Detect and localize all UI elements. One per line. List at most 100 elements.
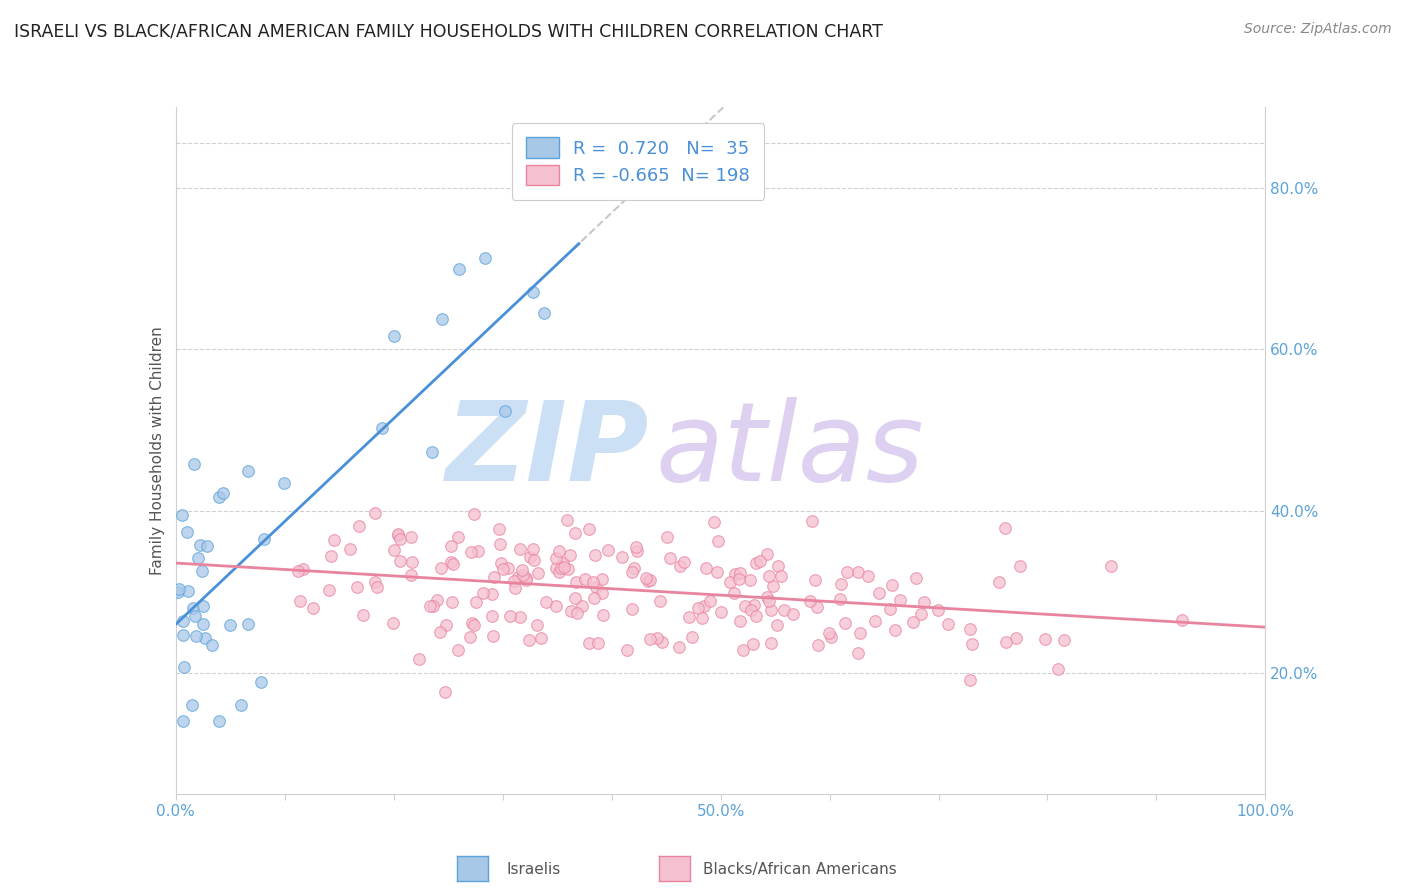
Point xyxy=(429,561,451,575)
Point xyxy=(734,599,756,614)
Text: atlas: atlas xyxy=(655,397,924,504)
Point xyxy=(731,642,754,657)
Point xyxy=(458,630,481,644)
Point xyxy=(703,515,725,529)
Y-axis label: Family Households with Children: Family Households with Children xyxy=(149,326,165,574)
Point xyxy=(564,575,586,590)
Point xyxy=(693,599,716,613)
Point xyxy=(193,599,215,613)
Point xyxy=(817,626,839,640)
Point xyxy=(806,599,828,614)
Point xyxy=(422,445,444,459)
Point xyxy=(231,698,253,712)
Point xyxy=(419,599,441,613)
Point xyxy=(546,551,568,566)
Point xyxy=(773,603,796,617)
Point xyxy=(184,629,207,643)
Point xyxy=(439,539,461,553)
Point xyxy=(564,591,586,605)
Point xyxy=(291,562,314,576)
Point xyxy=(519,549,541,564)
Point xyxy=(208,490,231,504)
Point xyxy=(583,591,606,606)
Point xyxy=(506,570,529,584)
Point xyxy=(592,607,614,622)
Point xyxy=(546,561,568,575)
Point xyxy=(191,617,214,632)
Point xyxy=(768,558,790,573)
Point xyxy=(346,580,368,594)
Point xyxy=(472,586,495,600)
Point xyxy=(863,615,886,629)
Point xyxy=(1010,558,1032,573)
Point xyxy=(804,573,827,587)
Point xyxy=(422,599,444,614)
Point xyxy=(347,519,370,533)
Point xyxy=(176,524,198,539)
Point xyxy=(510,563,533,577)
Point xyxy=(723,586,745,600)
Point xyxy=(800,514,823,528)
Point xyxy=(849,626,872,640)
Point xyxy=(856,569,879,583)
Point xyxy=(868,586,890,600)
Point xyxy=(762,579,785,593)
Point xyxy=(190,564,212,578)
Point xyxy=(515,571,537,585)
Point xyxy=(218,617,240,632)
Point xyxy=(523,553,546,567)
Point xyxy=(638,573,661,587)
Point xyxy=(169,582,191,596)
Point xyxy=(959,673,981,687)
Point xyxy=(637,574,659,588)
Point xyxy=(690,611,713,625)
Point xyxy=(173,660,195,674)
Point xyxy=(759,636,782,650)
Point xyxy=(728,572,751,586)
Point xyxy=(530,631,553,645)
Point xyxy=(481,629,503,643)
Point xyxy=(557,562,579,576)
Point xyxy=(761,603,783,617)
Point xyxy=(884,623,907,637)
Point xyxy=(668,640,690,654)
Point xyxy=(960,637,983,651)
Point xyxy=(287,564,309,578)
Point xyxy=(756,547,779,561)
Point xyxy=(432,312,454,326)
Point xyxy=(550,560,572,574)
Point xyxy=(647,632,669,646)
Point xyxy=(447,643,470,657)
Point xyxy=(195,539,218,553)
Point xyxy=(408,651,430,665)
Point xyxy=(848,646,870,660)
Point xyxy=(319,549,342,563)
Point xyxy=(177,583,200,598)
Point xyxy=(401,555,423,569)
Point xyxy=(756,590,779,604)
Point xyxy=(905,570,928,584)
Point xyxy=(718,575,741,590)
Point xyxy=(302,601,325,615)
Point xyxy=(489,537,512,551)
Point xyxy=(384,542,406,557)
Point xyxy=(425,593,447,607)
Point xyxy=(830,576,852,591)
Point xyxy=(208,714,231,728)
Point xyxy=(371,421,394,435)
Point xyxy=(440,595,463,609)
Point xyxy=(988,574,1011,589)
Point xyxy=(1033,632,1056,646)
Point xyxy=(582,574,605,589)
Point xyxy=(546,599,568,613)
Point xyxy=(488,522,510,536)
Point xyxy=(681,630,703,644)
Point xyxy=(695,561,717,575)
Point xyxy=(724,566,747,581)
Point xyxy=(912,595,935,609)
Text: Blacks/African Americans: Blacks/African Americans xyxy=(703,863,897,877)
Point xyxy=(938,617,960,632)
Point xyxy=(834,616,856,631)
Point xyxy=(288,594,311,608)
Point xyxy=(172,508,194,523)
